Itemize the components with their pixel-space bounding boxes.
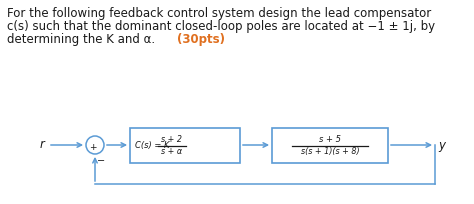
Text: determining the K and α.: determining the K and α.	[7, 33, 159, 46]
Text: y: y	[438, 139, 445, 152]
Text: +: +	[89, 143, 97, 152]
Text: r: r	[39, 139, 44, 152]
Text: s + α: s + α	[162, 147, 182, 156]
Text: s(s + 1)(s + 8): s(s + 1)(s + 8)	[301, 147, 359, 156]
Bar	[272, 128, 388, 163]
Text: c(s) such that the dominant closed-loop poles are located at −1 ± 1j, by: c(s) such that the dominant closed-loop …	[7, 20, 435, 33]
Text: −: −	[97, 156, 105, 166]
Text: s + 2: s + 2	[162, 135, 182, 144]
Bar	[130, 128, 240, 163]
Text: (30pts): (30pts)	[177, 33, 225, 46]
Text: For the following feedback control system design the lead compensator: For the following feedback control syste…	[7, 7, 431, 20]
Text: C(s) = K: C(s) = K	[135, 141, 170, 150]
Text: s + 5: s + 5	[319, 135, 341, 144]
